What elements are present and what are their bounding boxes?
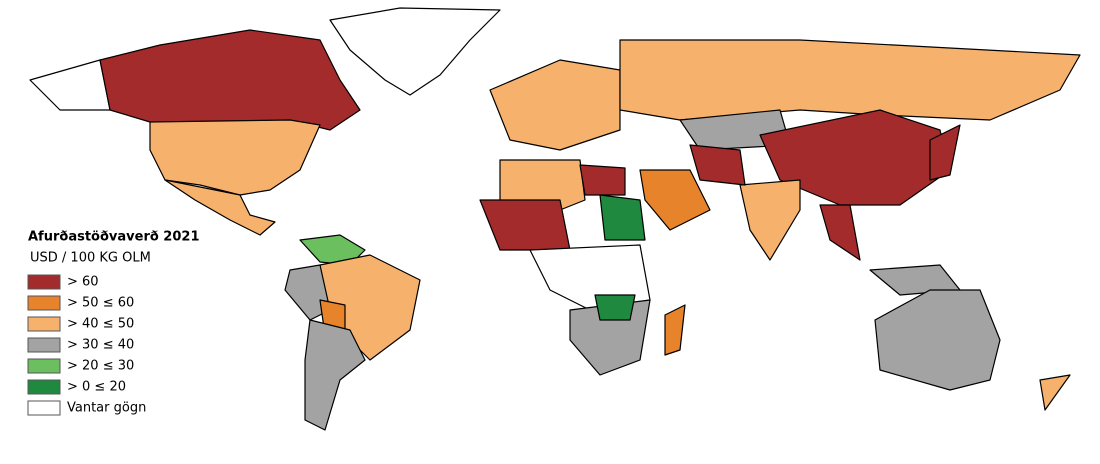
legend-label: > 30 ≤ 40 (67, 338, 134, 353)
legend-label: > 0 ≤ 20 (67, 380, 126, 395)
alaska (29, 59, 111, 111)
legend-swatch (27, 274, 61, 290)
legend-label: > 40 ≤ 50 (67, 317, 134, 332)
legend-swatch (27, 400, 61, 416)
mexico (164, 179, 276, 236)
legend-title: Afurðastöðvaverð 2021 (28, 230, 200, 245)
legend-swatch (27, 358, 61, 374)
saudi-arabia (639, 169, 711, 231)
legend-label: > 50 ≤ 60 (67, 296, 134, 311)
legend-swatch (27, 295, 61, 311)
greenland (329, 7, 501, 96)
japan (929, 124, 961, 181)
southeast-asia (819, 204, 861, 261)
argentina (304, 319, 366, 431)
madagascar (664, 304, 686, 356)
countries (29, 7, 1081, 431)
sudan (599, 194, 646, 241)
legend-subtitle: USD / 100 KG OLM (30, 251, 151, 266)
iran (689, 144, 746, 186)
zambia (594, 294, 636, 321)
usa (149, 119, 321, 196)
legend-swatch (27, 379, 61, 395)
peru (284, 264, 331, 321)
egypt (579, 164, 626, 196)
north-africa (499, 159, 586, 211)
legend-swatch (27, 316, 61, 332)
australia (874, 289, 1001, 391)
west-africa (479, 199, 571, 251)
legend-label: > 60 (67, 275, 99, 290)
russia (619, 39, 1081, 121)
canada (99, 29, 361, 131)
legend-label: > 20 ≤ 30 (67, 359, 134, 374)
legend-swatch (27, 337, 61, 353)
india (739, 179, 801, 261)
legend-label: Vantar gögn (67, 401, 146, 416)
new-zealand (1039, 374, 1071, 411)
europe (489, 59, 621, 151)
legend: > 60 > 50 ≤ 60 > 40 ≤ 50 > 30 ≤ 40 > 20 ≤ 30… (27, 274, 146, 416)
